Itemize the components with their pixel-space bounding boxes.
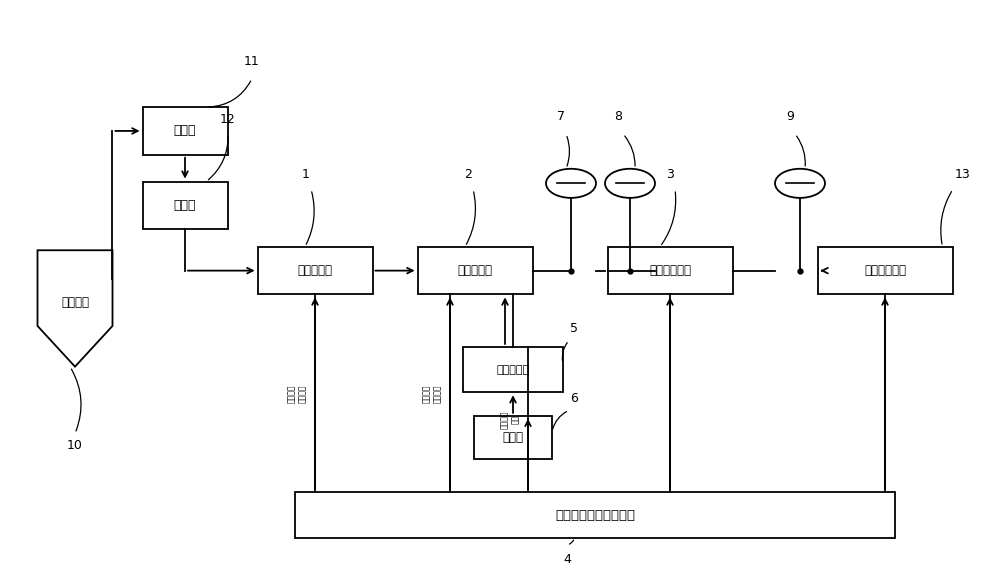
Text: 紧急停车阀: 紧急停车阀	[298, 264, 332, 277]
Text: 2: 2	[464, 168, 472, 181]
Circle shape	[546, 169, 596, 198]
Bar	[818, 247, 952, 294]
Text: 正常停车
控制指令: 正常停车 控制指令	[422, 384, 442, 403]
Text: 氢燃料调节系统控制器: 氢燃料调节系统控制器	[555, 509, 635, 521]
Text: 氢燃料调节阀: 氢燃料调节阀	[649, 264, 691, 277]
Bar	[463, 347, 563, 392]
Text: 紧急停车
控制指令: 紧急停车 控制指令	[287, 384, 307, 403]
Text: 11: 11	[244, 55, 260, 68]
Text: 7: 7	[557, 110, 565, 123]
Text: 正常停车阀: 正常停车阀	[458, 264, 492, 277]
Text: 3: 3	[666, 168, 674, 181]
Bar	[295, 492, 895, 538]
Bar	[258, 247, 372, 294]
Text: 吹除控制
指令: 吹除控制 指令	[500, 410, 520, 429]
Bar	[474, 416, 552, 460]
Bar	[418, 247, 532, 294]
Text: 氮气罐: 氮气罐	[503, 431, 524, 444]
Bar	[143, 182, 228, 229]
Text: 1: 1	[302, 168, 310, 181]
Text: 稳压阀: 稳压阀	[174, 199, 196, 212]
Text: 氢燃料罐: 氢燃料罐	[61, 296, 89, 309]
Circle shape	[605, 169, 655, 198]
Text: 8: 8	[614, 110, 622, 123]
Circle shape	[775, 169, 825, 198]
Text: 10: 10	[67, 439, 83, 452]
Bar	[608, 247, 732, 294]
Text: 6: 6	[570, 392, 578, 405]
Text: 发动机燃烧室: 发动机燃烧室	[864, 264, 906, 277]
Text: 12: 12	[220, 113, 236, 126]
Text: 13: 13	[955, 168, 971, 181]
Text: 氮气吹除阀: 氮气吹除阀	[496, 364, 530, 375]
Text: 4: 4	[563, 553, 571, 566]
Text: 5: 5	[570, 322, 578, 335]
Text: 9: 9	[786, 110, 794, 123]
Text: 减压阀: 减压阀	[174, 125, 196, 137]
Bar	[143, 107, 228, 155]
Polygon shape	[38, 250, 112, 367]
